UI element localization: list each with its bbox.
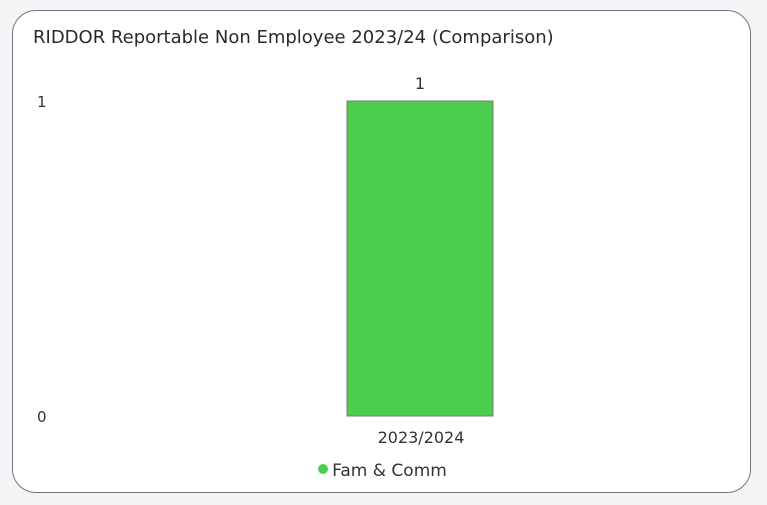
y-tick-label: 1 <box>37 93 47 111</box>
legend-swatch <box>318 464 329 474</box>
chart-title: RIDDOR Reportable Non Employee 2023/24 (… <box>33 27 554 48</box>
bar-chart: 0 1 1 2023/2024 <box>37 74 494 447</box>
legend-label: Fam & Comm <box>332 461 447 481</box>
legend[interactable]: Fam & Comm <box>13 461 750 481</box>
x-tick-label: 2023/2024 <box>378 428 465 447</box>
bar-data-label: 1 <box>415 74 425 93</box>
y-tick-label: 0 <box>37 408 47 426</box>
chart-card: RIDDOR Reportable Non Employee 2023/24 (… <box>12 10 751 493</box>
bar[interactable] <box>346 100 494 417</box>
